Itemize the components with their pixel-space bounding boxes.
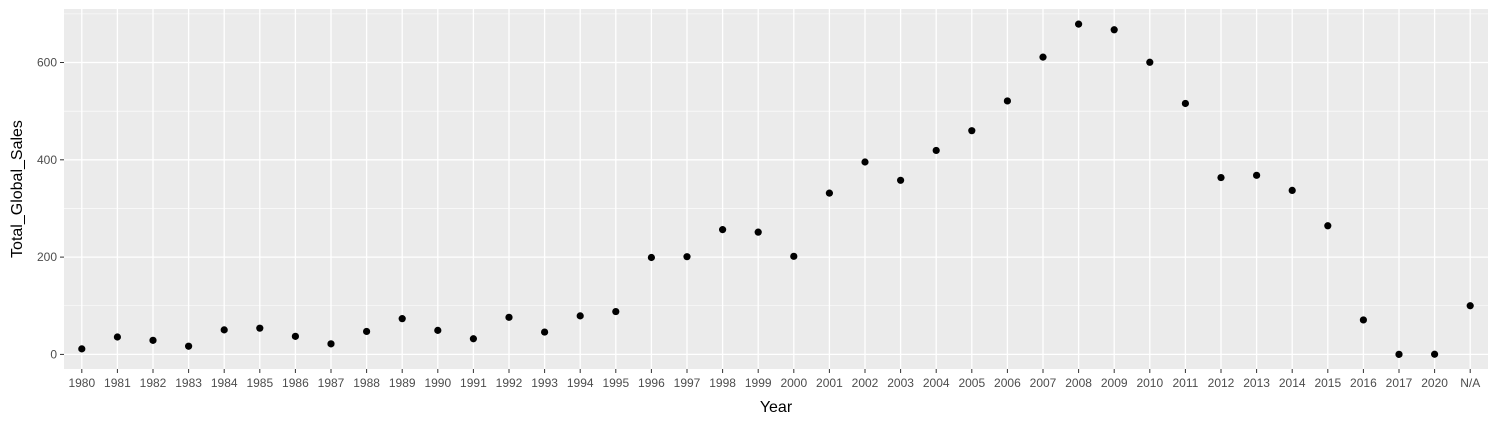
x-tick-label: 1998 — [709, 376, 736, 390]
y-axis-title: Total_Global_Sales — [9, 120, 26, 258]
data-point — [825, 189, 834, 197]
x-tick-label: 2015 — [1314, 376, 1341, 390]
y-tick-label: 0 — [50, 347, 57, 361]
data-point — [897, 176, 905, 184]
x-tick-label: 1984 — [211, 376, 238, 390]
plot-panel — [64, 9, 1488, 369]
x-axis-title: Year — [760, 399, 793, 416]
x-tick-label: N/A — [1460, 376, 1480, 390]
data-point — [185, 342, 193, 350]
x-tick-label: 1983 — [175, 376, 202, 390]
x-tick-label: 2016 — [1350, 376, 1377, 390]
x-tick-label: 2008 — [1065, 376, 1092, 390]
y-tick-label: 400 — [37, 153, 57, 167]
minor-gridlines — [64, 13, 1488, 307]
x-tick-label: 1985 — [246, 376, 273, 390]
data-point — [363, 327, 371, 336]
data-point — [1075, 20, 1083, 28]
data-point — [1217, 173, 1225, 182]
x-tick-label: 1993 — [531, 376, 558, 390]
data-point — [576, 312, 584, 320]
data-points — [78, 20, 1474, 358]
x-tick-label: 1996 — [638, 376, 665, 390]
data-point — [1431, 350, 1439, 358]
data-point — [861, 158, 869, 166]
x-tick-label: 1994 — [567, 376, 594, 390]
x-tick-label: 2014 — [1279, 376, 1306, 390]
data-point — [327, 340, 335, 348]
data-point — [1181, 99, 1189, 108]
x-tick-label: 1991 — [460, 376, 487, 390]
data-point — [113, 333, 121, 341]
x-tick-label: 2009 — [1101, 376, 1128, 390]
data-point — [1110, 26, 1118, 34]
x-tick-label: 2012 — [1208, 376, 1235, 390]
x-tick-label: 1989 — [389, 376, 416, 390]
x-tick-label: 1987 — [318, 376, 345, 390]
x-tick-label: 1982 — [140, 376, 167, 390]
x-tick-label: 2002 — [852, 376, 879, 390]
x-tick-label: 2007 — [1030, 376, 1057, 390]
x-tick-label: 1981 — [104, 376, 131, 390]
x-tick-label: 2005 — [958, 376, 985, 390]
x-tick-label: 1999 — [745, 376, 772, 390]
data-point — [790, 252, 798, 260]
data-point — [398, 315, 406, 323]
data-point — [1288, 186, 1296, 195]
data-point — [647, 253, 656, 262]
x-tick-label: 2011 — [1172, 376, 1198, 390]
x-tick-label: 1997 — [674, 376, 701, 390]
data-point — [1359, 316, 1367, 324]
x-tick-label: 2010 — [1136, 376, 1163, 390]
x-tick-label: 2017 — [1386, 376, 1413, 390]
data-point — [719, 226, 727, 234]
x-tick-label: 2000 — [780, 376, 807, 390]
y-axis-ticks: 0 200 400 600 — [37, 56, 64, 361]
data-point — [1466, 302, 1474, 310]
data-point — [1146, 58, 1154, 66]
x-tick-label: 1988 — [353, 376, 380, 390]
data-point — [220, 326, 228, 334]
x-tick-label: 1990 — [424, 376, 451, 390]
x-tick-label: 2020 — [1421, 376, 1448, 390]
x-axis-ticks: 1980 1981 1982 1983 1984 1985 1986 1987 1988 1989… — [68, 369, 1480, 390]
data-point — [1003, 97, 1012, 105]
data-point — [1395, 350, 1403, 358]
x-tick-label: 2003 — [887, 376, 914, 390]
x-tick-label: 1995 — [602, 376, 629, 390]
data-point — [612, 307, 620, 316]
x-tick-label: 2001 — [816, 376, 843, 390]
x-tick-label: 2004 — [923, 376, 950, 390]
x-tick-label: 1986 — [282, 376, 309, 390]
data-point — [1253, 171, 1261, 179]
major-gridlines — [64, 9, 1488, 369]
data-point — [469, 335, 477, 343]
y-tick-label: 600 — [37, 56, 57, 70]
data-point — [968, 127, 976, 135]
x-tick-label: 2006 — [994, 376, 1021, 390]
data-point — [505, 313, 513, 321]
data-point — [541, 328, 549, 336]
data-point — [149, 336, 157, 344]
data-point — [754, 228, 762, 236]
data-point — [256, 324, 264, 332]
data-point — [1324, 222, 1332, 230]
data-point — [1039, 53, 1047, 61]
data-point — [932, 146, 940, 155]
y-tick-label: 200 — [37, 250, 57, 264]
x-tick-label: 1992 — [496, 376, 523, 390]
data-point — [78, 345, 86, 353]
data-point — [291, 332, 299, 340]
data-point — [683, 253, 691, 261]
x-tick-label: 2013 — [1243, 376, 1270, 390]
x-tick-label: 1980 — [68, 376, 95, 390]
data-point — [434, 326, 442, 334]
